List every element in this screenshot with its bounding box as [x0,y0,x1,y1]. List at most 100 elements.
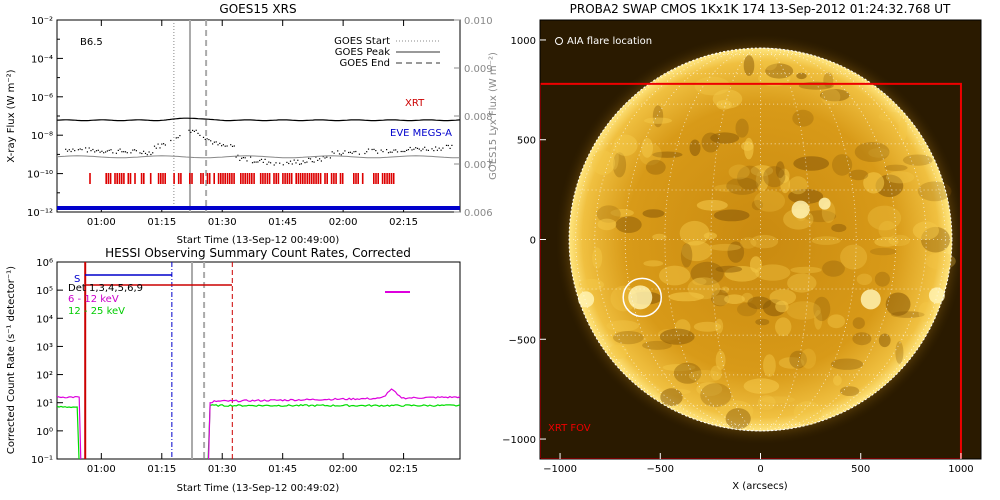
xrt-coverage-tick [109,173,112,184]
solar-feature [852,317,865,329]
xrt-coverage-tick [310,173,313,184]
goes-short-dot [279,162,281,164]
swap-title: PROBA2 SWAP CMOS 1Kx1K 174 13-Sep-2012 0… [570,2,951,16]
solar-feature [833,375,842,386]
goes-short-dot [241,157,243,159]
xrt-coverage-tick [242,173,244,184]
goes-short-dot [157,143,159,145]
goes-x-tick-label: 01:00 [87,217,116,228]
goes-short-dot [313,161,315,163]
goes-short-dot [208,139,210,141]
goes-short-dot [282,164,284,166]
goes-short-dot [204,138,206,140]
solar-feature [750,234,779,249]
goes-short-dot [255,161,257,163]
solar-feature [765,63,794,79]
swap-y-tick-label: 1000 [511,36,536,47]
goes-short-dot [349,151,351,153]
goes-short-dot [297,159,299,161]
solar-feature [608,344,628,360]
solar-feature [821,88,841,106]
goes-short-dot [139,152,141,154]
solar-feature [597,218,617,231]
goes-short-dot [164,144,166,146]
solar-feature [703,232,718,240]
goes-right-tick-label: 0.009 [464,64,493,75]
hessi-x-tick-label: 01:15 [147,464,176,475]
solar-feature [610,209,634,217]
goes-short-dot [418,148,420,150]
hessi-xlabel: Start Time (13-Sep-12 00:49:02) [177,483,340,494]
solar-feature [726,177,759,195]
solar-feature [775,161,785,179]
goes-ylabel: X-ray Flux (W m⁻²) [6,69,17,162]
swap-x-tick-label: −1000 [543,464,577,475]
goes-short-dot [213,141,215,143]
goes-short-dot [226,145,228,147]
solar-feature [769,289,797,306]
goes-short-dot [233,145,235,147]
goes-short-dot [431,148,433,150]
goes-short-dot [170,139,172,142]
solar-feature [715,265,743,273]
goes-short-dot [377,152,379,154]
hessi-legend-s: S [74,274,80,285]
goes-class-label: B6.5 [80,37,103,48]
solar-feature [848,169,869,181]
xrt-coverage-tick [246,173,249,184]
xrt-coverage-tick [306,173,309,184]
solar-feature [668,292,704,302]
solar-feature [659,265,691,286]
xrt-coverage-tick [357,173,359,184]
goes-lyx-line [57,155,460,159]
solar-feature [787,273,817,293]
goes-short-dot [380,149,382,151]
solar-feature [775,317,792,337]
xrt-coverage-tick [244,173,246,184]
goes-short-dot [86,151,88,153]
swap-x-tick-label: 1000 [948,464,973,475]
solar-feature [735,118,749,138]
active-region [818,197,831,210]
solar-feature [741,141,754,151]
flare-legend-symbol [555,37,563,45]
xrt-coverage-tick [160,173,162,184]
goes-short-dot [202,136,205,138]
goes-short-dot [353,151,355,153]
solar-feature [747,296,771,310]
goes-short-dot [108,149,110,151]
solar-feature [755,318,770,326]
legend-goes-start: GOES Start [334,36,390,47]
xrt-coverage-tick [275,173,277,184]
solar-feature [596,205,621,223]
xrt-coverage-tick [217,173,220,184]
solar-feature [740,237,757,249]
goes-title: GOES15 XRS [219,2,296,16]
goes-short-dot [273,164,275,166]
solar-feature [710,365,722,381]
xrt-coverage-tick [326,173,328,184]
active-region [578,291,595,308]
goes-short-dot [391,151,393,153]
hessi-frame [56,261,461,460]
hessi-panel: HESSI Observing Summary Count Rates, Cor… [6,246,461,494]
goes-x-tick-label: 01:45 [268,217,297,228]
solar-feature [645,159,666,175]
solar-feature [763,166,786,188]
solar-feature [827,314,846,329]
solar-feature [713,209,750,222]
xrt-coverage-tick [290,173,293,184]
hessi-12-25kev-line [57,404,460,459]
solar-feature [761,396,796,404]
goes-short-dot [402,150,404,153]
goes-short-dot [219,142,221,144]
xrt-coverage-tick [202,173,204,184]
goes-short-dot [435,146,437,148]
goes-short-dot [155,147,157,149]
solar-feature [884,164,908,171]
swap-x-tick-label: 0 [757,464,763,475]
xrt-coverage-tick [233,173,235,184]
legend-goes-peak: GOES Peak [335,47,390,58]
xrt-coverage-tick [134,173,136,184]
